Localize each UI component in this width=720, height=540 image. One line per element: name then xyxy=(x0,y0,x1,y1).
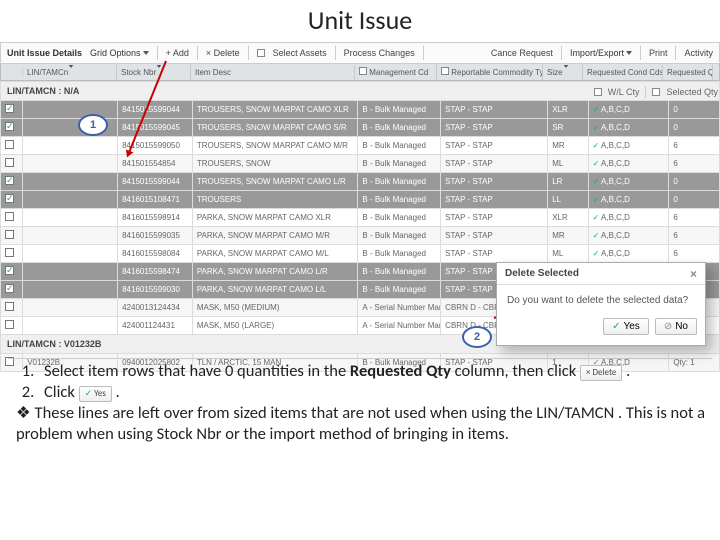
col-reqqty[interactable]: Requested Qty xyxy=(663,65,713,80)
row-checkbox[interactable] xyxy=(5,284,14,293)
table-row[interactable]: 8415015599045TROUSERS, SNOW MARPAT CAMO … xyxy=(1,119,720,137)
wl-cty-checkbox[interactable] xyxy=(594,88,602,96)
col-stock[interactable]: Stock Nbr xyxy=(117,65,191,80)
instruction-2: Click ✓Yes . xyxy=(38,382,712,403)
select-assets-checkbox[interactable] xyxy=(257,49,265,57)
activity-button[interactable]: Activity xyxy=(684,48,713,58)
table-row[interactable]: 8416015598914PARKA, SNOW MARPAT CAMO XLR… xyxy=(1,209,720,227)
callout-2: 2 xyxy=(462,326,492,348)
inline-yes-button: ✓Yes xyxy=(79,386,112,402)
yes-button[interactable]: ✓Yes xyxy=(603,318,649,335)
table-row[interactable]: 841501554854TROUSERS, SNOWB - Bulk Manag… xyxy=(1,155,720,173)
table-row[interactable]: 8415015599044TROUSERS, SNOW MARPAT CAMO … xyxy=(1,173,720,191)
table-row[interactable]: 8415015599050TROUSERS, SNOW MARPAT CAMO … xyxy=(1,137,720,155)
row-checkbox[interactable] xyxy=(5,230,14,239)
grid-header: LIN/TAMCn Stock Nbr Item Desc Management… xyxy=(0,64,720,81)
close-icon[interactable]: × xyxy=(690,269,697,279)
row-checkbox[interactable] xyxy=(5,140,14,149)
table-row[interactable]: 8415015599044TROUSERS, SNOW MARPAT CAMO … xyxy=(1,101,720,119)
col-size[interactable]: Size xyxy=(543,65,583,80)
row-checkbox[interactable] xyxy=(5,122,14,131)
grid-options-dropdown[interactable]: Grid Options xyxy=(90,48,149,58)
dialog-body: Do you want to delete the selected data? xyxy=(497,285,705,312)
cancel-request-button[interactable]: Cance Request xyxy=(491,48,553,58)
row-checkbox[interactable] xyxy=(5,266,14,275)
row-checkbox[interactable] xyxy=(5,104,14,113)
selected-qty-checkbox[interactable] xyxy=(652,88,660,96)
table-row[interactable]: 8416015108471TROUSERSB - Bulk ManagedSTA… xyxy=(1,191,720,209)
process-changes-button[interactable]: Process Changes xyxy=(344,48,415,58)
col-rep[interactable]: Reportable Commodity Type xyxy=(437,64,543,80)
dialog-title: Delete Selected xyxy=(505,268,579,279)
select-assets-button[interactable]: Select Assets xyxy=(273,48,327,58)
page-title: Unit Issue xyxy=(0,0,720,42)
toolbar: Unit Issue Details Grid Options + Add × … xyxy=(0,42,720,64)
instruction-1: Select item rows that have 0 quantities … xyxy=(38,361,712,382)
tab-corner: W/L Cty Selected Qty xyxy=(594,86,718,98)
print-button[interactable]: Print xyxy=(649,48,668,58)
row-checkbox[interactable] xyxy=(5,302,14,311)
add-button[interactable]: + Add xyxy=(166,48,189,58)
row-checkbox[interactable] xyxy=(5,194,14,203)
inline-delete-button: × Delete xyxy=(580,365,622,381)
col-lin[interactable]: LIN/TAMCn xyxy=(23,65,117,80)
callout-1: 1 xyxy=(78,114,108,136)
row-checkbox[interactable] xyxy=(5,176,14,185)
row-checkbox[interactable] xyxy=(5,248,14,257)
row-checkbox[interactable] xyxy=(5,212,14,221)
no-button[interactable]: ⊘No xyxy=(655,318,697,335)
col-item[interactable]: Item Desc xyxy=(191,65,355,80)
col-rcc[interactable]: Requested Cond Cds xyxy=(583,65,663,80)
delete-button[interactable]: × Delete xyxy=(206,48,240,58)
instructions: Select item rows that have 0 quantities … xyxy=(8,358,712,445)
table-row[interactable]: 8416015599035PARKA, SNOW MARPAT CAMO M/R… xyxy=(1,227,720,245)
row-checkbox[interactable] xyxy=(5,320,14,329)
table-row[interactable]: 8416015598084PARKA, SNOW MARPAT CAMO M/L… xyxy=(1,245,720,263)
row-checkbox[interactable] xyxy=(5,158,14,167)
instruction-note: ❖ These lines are left over from sized i… xyxy=(8,403,712,445)
col-mgmt[interactable]: Management Cd xyxy=(355,64,437,80)
toolbar-section-label: Unit Issue Details xyxy=(7,48,82,58)
import-export-dropdown[interactable]: Import/Export xyxy=(570,48,632,58)
delete-dialog: Delete Selected × Do you want to delete … xyxy=(496,262,706,346)
